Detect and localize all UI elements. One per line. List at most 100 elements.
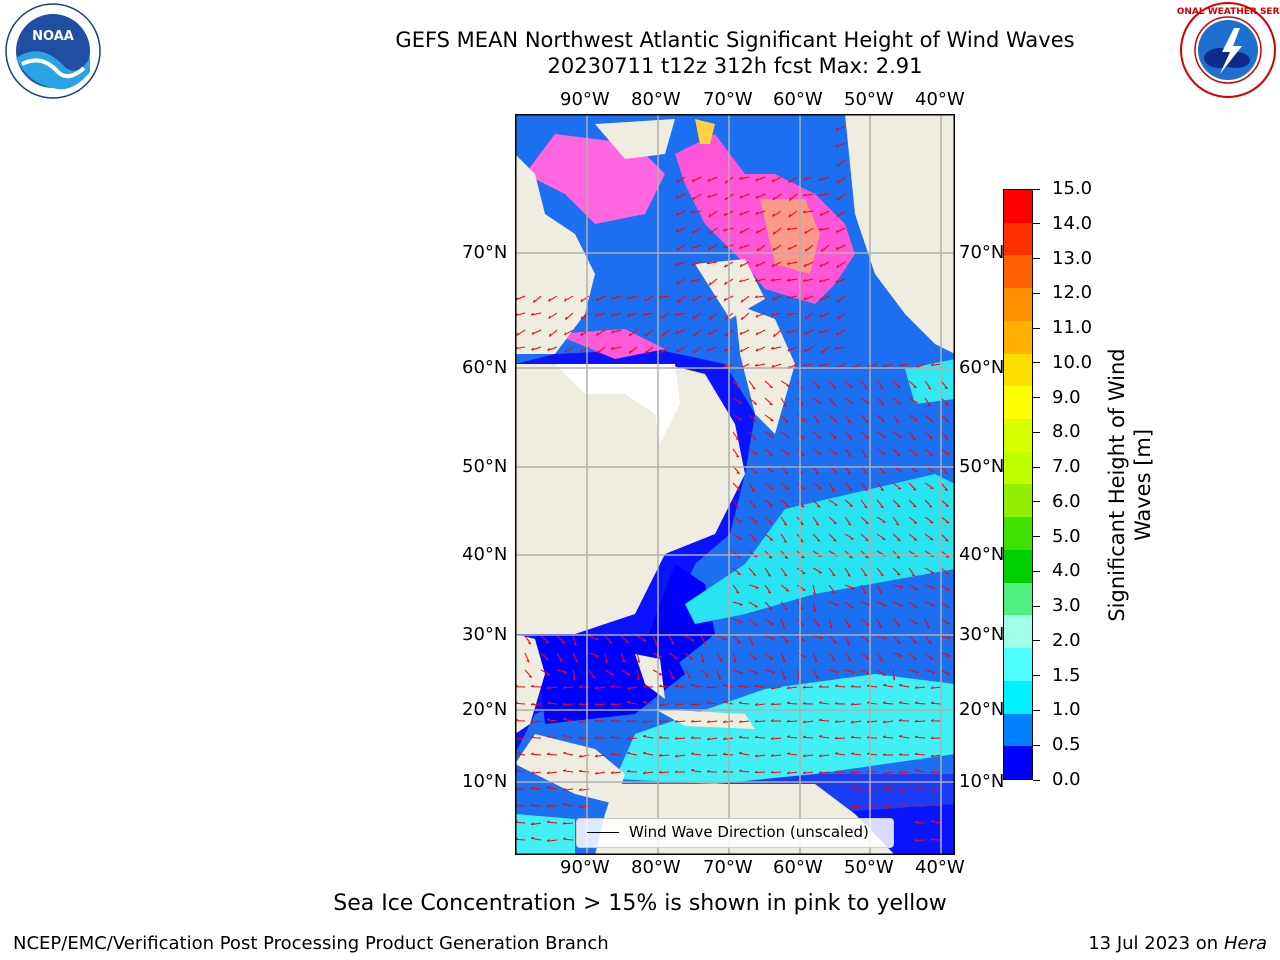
wind-wave-arrowhead (802, 720, 806, 723)
wind-wave-arrowhead (832, 403, 836, 406)
wind-wave-arrow (690, 703, 702, 706)
land-labrador (735, 304, 795, 434)
wind-wave-arrow (756, 227, 766, 234)
wind-wave-arrowhead (530, 786, 534, 789)
wind-wave-arrow (723, 701, 734, 705)
wind-wave-arrowhead (835, 332, 839, 336)
wind-wave-arrowhead (847, 625, 851, 628)
wind-wave-arrow (732, 397, 742, 404)
wind-wave-arrow (860, 431, 870, 439)
wind-wave-arrow (828, 669, 839, 673)
wind-wave-arrow (660, 346, 670, 354)
wind-wave-arrow (899, 804, 910, 807)
wind-wave-arrow (940, 533, 949, 542)
wind-wave-arrow (563, 752, 574, 756)
wind-wave-arrow (748, 601, 758, 608)
wind-wave-arrow (706, 686, 718, 689)
lon-label-bottom-40w: 40°W (915, 857, 965, 878)
wind-wave-arrow (867, 363, 878, 368)
wind-wave-arrowhead (930, 788, 934, 791)
wind-wave-arrowhead (644, 350, 647, 354)
wind-wave-arrowhead (914, 719, 918, 723)
wind-wave-arrow (892, 635, 901, 644)
footer-date: 13 Jul 2023 on Hera (1088, 933, 1267, 954)
colorbar-segment (1004, 517, 1032, 550)
wind-wave-arrow (780, 448, 790, 456)
wind-wave-arrow (780, 601, 789, 610)
wind-wave-arrowhead (528, 675, 532, 678)
wind-wave-arrowhead (753, 539, 757, 541)
wind-wave-arrow (626, 720, 638, 722)
wind-wave-arrow (556, 652, 563, 662)
wind-wave-arrowhead (930, 803, 935, 806)
wind-wave-arrowhead (836, 180, 839, 184)
wind-wave-arrowhead (610, 685, 614, 688)
wind-wave-arrow (876, 652, 884, 662)
wind-wave-arrow (803, 329, 814, 335)
wind-wave-arrowhead (892, 677, 896, 681)
wind-wave-arrow (796, 652, 807, 658)
wind-wave-arrow (755, 193, 766, 199)
wind-wave-arrow (611, 771, 622, 774)
wind-wave-arrowhead (898, 734, 903, 737)
wind-wave-arrow (547, 771, 558, 774)
wind-wave-arrowhead (812, 592, 816, 596)
wind-wave-arrowhead (563, 734, 567, 737)
wind-wave-arrowhead (914, 803, 919, 806)
colorbar-tick-label: 8.0 (1052, 421, 1081, 443)
wind-wave-arrowhead (772, 231, 775, 235)
wind-wave-arrowhead (642, 771, 646, 774)
wind-wave-arrow (828, 618, 833, 629)
wind-wave-arrowhead (739, 263, 743, 267)
wind-wave-arrowhead (911, 574, 916, 577)
wind-wave-arrowhead (674, 684, 678, 687)
wind-wave-arrowhead (945, 556, 949, 558)
wind-wave-arrow (515, 702, 526, 705)
wind-wave-arrow (611, 329, 622, 334)
lat-label-left-40n: 40°N (462, 544, 508, 565)
wind-wave-arrowhead (882, 720, 886, 723)
wind-wave-arrow (675, 261, 686, 266)
wind-wave-arrowhead (736, 472, 740, 475)
wind-wave-arrowhead (546, 820, 550, 823)
wind-wave-arrow (931, 820, 942, 824)
wind-wave-arrow (531, 720, 542, 724)
wind-wave-arrow (899, 735, 910, 739)
wind-wave-arrowhead (883, 683, 887, 686)
wind-wave-arrow (892, 652, 903, 657)
wind-wave-arrowhead (530, 822, 534, 825)
wind-wave-arrowhead (883, 637, 887, 640)
wind-wave-arrowhead (675, 212, 679, 216)
wind-wave-arrow (748, 635, 754, 646)
wind-wave-arrowhead (722, 720, 726, 723)
wind-wave-arrowhead (753, 624, 757, 626)
wind-wave-arrowhead (626, 700, 631, 703)
wind-wave-arrow (860, 397, 870, 405)
northeast-cyan-patch (905, 359, 955, 404)
colorbar-label-line1: Significant Height of Wind (1105, 348, 1129, 622)
wind-wave-arrowhead (833, 420, 837, 422)
wind-wave-arrowhead (563, 751, 567, 754)
wind-wave-arrow (595, 686, 606, 690)
colorbar-tick-label: 0.0 (1052, 769, 1081, 790)
wind-wave-arrow (549, 329, 558, 337)
wind-wave-arrow (821, 244, 830, 252)
wind-wave-arrow (804, 244, 814, 252)
wind-wave-arrowhead (595, 298, 599, 302)
wind-wave-arrow (803, 261, 814, 267)
wind-wave-arrow (564, 329, 574, 336)
wind-wave-arrow (588, 669, 596, 679)
wind-wave-arrow (643, 720, 654, 723)
wind-wave-arrow (892, 397, 902, 405)
wind-wave-arrowhead (735, 438, 740, 441)
wind-wave-arrowhead (595, 313, 598, 317)
wind-wave-arrow (924, 499, 933, 508)
wind-wave-arrowhead (930, 686, 934, 689)
wind-wave-arrowhead (750, 642, 754, 646)
wind-wave-arrow (812, 567, 823, 574)
wind-wave-arrowhead (771, 297, 775, 301)
wind-wave-arrowhead (898, 718, 902, 722)
wind-wave-arrow (556, 635, 565, 644)
wind-wave-arrow (924, 635, 932, 644)
lon-label-bottom-70w: 70°W (703, 857, 753, 878)
